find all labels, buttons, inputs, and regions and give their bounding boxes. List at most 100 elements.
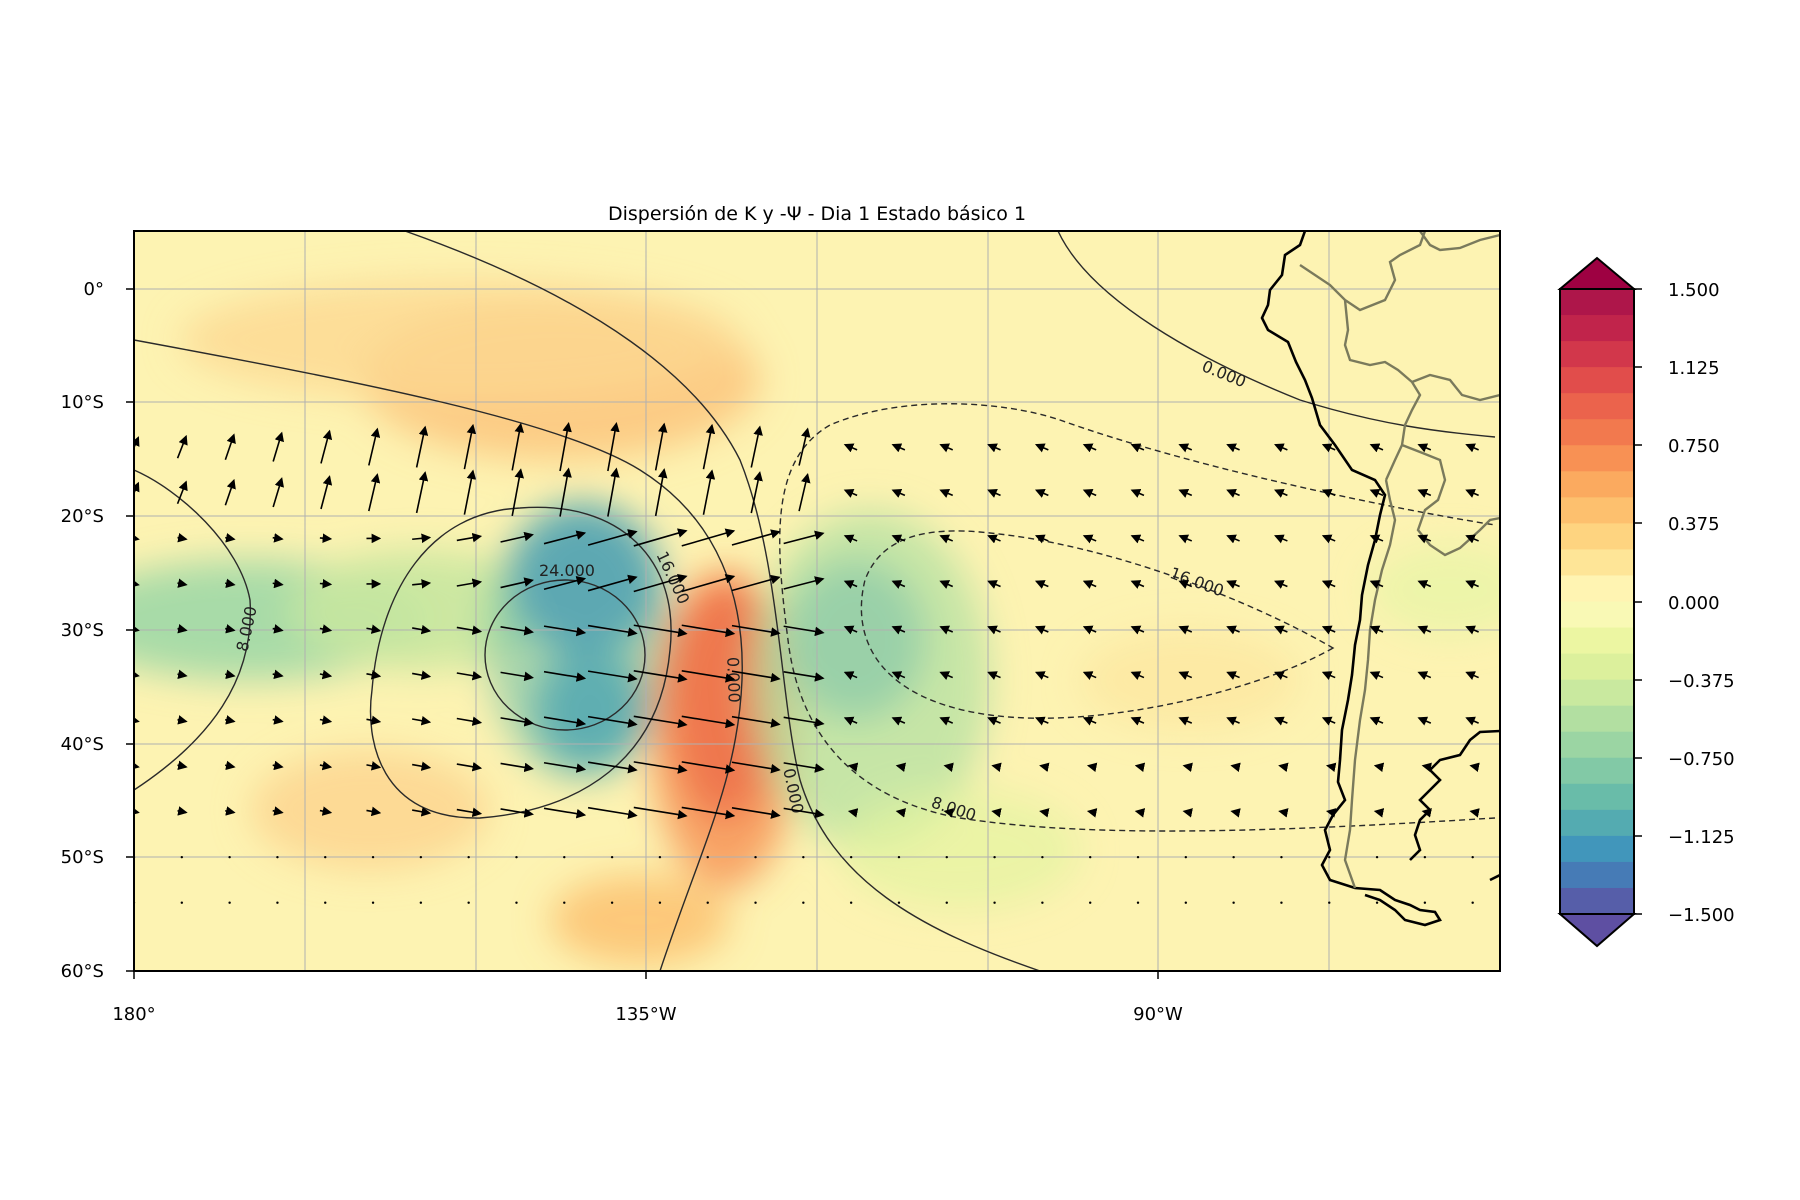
colorbar-band	[1560, 471, 1634, 498]
contour-8	[134, 469, 252, 791]
flux-arrow	[1184, 901, 1188, 904]
colorbar-band	[1560, 549, 1634, 576]
flux-arrow	[750, 471, 763, 514]
flux-arrow	[511, 468, 524, 517]
flux-arrow	[783, 670, 825, 682]
flux-arrow	[658, 855, 662, 859]
flux-arrow	[276, 901, 279, 904]
flux-arrow	[731, 670, 781, 683]
contour-neg16	[860, 530, 1335, 719]
flux-arrow	[1274, 716, 1288, 726]
flux-arrow	[681, 761, 736, 774]
flux-arrow	[587, 806, 638, 819]
flux-arrow	[939, 625, 954, 635]
flux-arrow	[849, 855, 853, 859]
colorbar-top-extend	[1557, 256, 1637, 290]
flux-arrow	[587, 624, 638, 637]
colorbar-tick-label: 1.125	[1668, 358, 1720, 379]
flux-arrow	[1130, 671, 1145, 681]
flux-arrow	[1034, 534, 1049, 544]
colorbar-band	[1560, 315, 1634, 342]
colorbar-tick-label: 0.750	[1668, 436, 1720, 457]
flux-arrow	[1274, 625, 1288, 635]
flux-arrow	[1321, 534, 1336, 544]
flux-arrow	[754, 855, 757, 859]
flux-arrow	[1373, 762, 1385, 773]
flux-arrow	[324, 901, 327, 904]
flux-arrow	[177, 669, 188, 680]
flux-arrow	[225, 669, 236, 680]
flux-arrow	[543, 761, 587, 773]
flux-arrow	[731, 574, 781, 592]
flux-arrow	[633, 761, 688, 774]
flux-arrow	[783, 807, 825, 819]
flux-arrow	[225, 624, 236, 634]
flux-arrow	[1369, 443, 1384, 453]
flux-arrow	[945, 855, 948, 859]
flux-arrow	[681, 624, 736, 638]
flux-arrow	[272, 477, 284, 508]
flux-arrow	[843, 534, 858, 544]
flux-arrow	[467, 855, 470, 859]
flux-arrow	[1089, 855, 1092, 859]
colorbar-band	[1560, 601, 1634, 629]
flux-arrow	[1417, 716, 1432, 726]
flux-arrow	[1082, 625, 1097, 635]
flux-arrow	[1226, 580, 1240, 589]
flux-arrow	[991, 808, 1002, 818]
flux-arrow	[1226, 534, 1240, 544]
map-panel: 24.000 16.000 8.000 0.000 0.000 0.000 16…	[61, 230, 1501, 1025]
flux-arrow	[587, 574, 638, 592]
colorbar-band	[1560, 445, 1634, 472]
flux-arrow	[412, 624, 432, 635]
flux-arrow	[610, 901, 614, 904]
flux-arrow	[176, 434, 188, 459]
flux-arrow	[177, 578, 188, 588]
flux-arrow	[456, 625, 483, 635]
flux-arrow	[987, 534, 1001, 544]
flux-arrow	[1325, 808, 1337, 818]
flux-arrow	[987, 580, 1001, 589]
positive-anomaly-south	[550, 875, 730, 965]
flux-arrow	[1369, 716, 1384, 726]
flux-arrow	[1130, 716, 1145, 726]
flux-arrow	[500, 717, 534, 727]
flux-arrow	[412, 533, 432, 544]
flux-arrow	[1417, 625, 1432, 635]
flux-arrow	[368, 427, 381, 466]
flux-arrow	[515, 855, 518, 859]
flux-arrow	[543, 670, 587, 682]
colorbar-tick-label: 1.500	[1668, 280, 1720, 301]
flux-arrow	[1375, 855, 1379, 859]
flux-arrow	[456, 578, 483, 588]
x-tick-label: 180°	[112, 1004, 155, 1025]
flux-arrow	[272, 578, 284, 589]
flux-arrow	[1082, 443, 1097, 453]
colorbar-band	[1560, 835, 1634, 863]
flux-arrow	[225, 578, 236, 589]
flux-arrow	[319, 624, 333, 634]
flux-arrow	[987, 671, 1001, 681]
negative-anomaly-east-halo	[750, 510, 990, 850]
x-tick-label: 135°W	[615, 1004, 676, 1025]
colorbar-tick-label: −0.375	[1668, 671, 1735, 692]
flux-arrow	[134, 715, 140, 725]
flux-arrow	[1465, 671, 1479, 681]
flux-arrow	[633, 715, 688, 729]
flux-arrow	[1423, 855, 1427, 859]
flux-arrow	[1226, 716, 1240, 726]
flux-arrow	[134, 760, 140, 771]
flux-arrow	[412, 670, 432, 680]
flux-arrow	[891, 489, 906, 498]
colorbar-band	[1560, 627, 1634, 655]
flux-arrow	[319, 715, 333, 725]
flux-arrow	[1375, 901, 1379, 904]
flux-arrow	[134, 578, 140, 588]
flux-arrow	[500, 577, 534, 589]
flux-arrow	[324, 855, 327, 859]
flux-arrow	[783, 716, 825, 728]
flux-arrow	[939, 443, 954, 453]
flux-arrow	[515, 901, 518, 904]
flux-arrow	[320, 429, 333, 464]
flux-arrow	[1182, 808, 1193, 818]
